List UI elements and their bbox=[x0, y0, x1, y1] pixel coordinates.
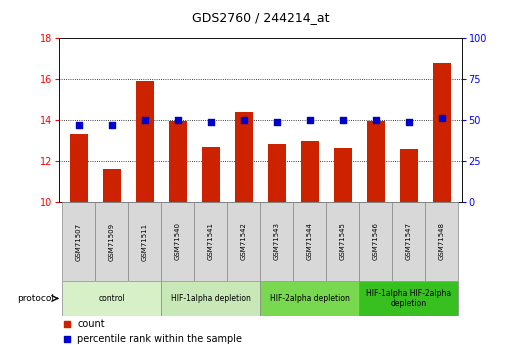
Text: GSM71547: GSM71547 bbox=[406, 223, 412, 260]
Point bbox=[405, 119, 413, 124]
Point bbox=[207, 119, 215, 124]
Bar bbox=[360, 281, 459, 316]
Bar bbox=[268, 145, 286, 202]
Text: GDS2760 / 244214_at: GDS2760 / 244214_at bbox=[191, 11, 329, 24]
Bar bbox=[62, 202, 95, 281]
Point bbox=[438, 116, 446, 121]
Point bbox=[174, 117, 182, 122]
Bar bbox=[360, 202, 392, 281]
Text: GSM71540: GSM71540 bbox=[175, 223, 181, 260]
Text: HIF-1alpha depletion: HIF-1alpha depletion bbox=[171, 294, 251, 303]
Bar bbox=[202, 147, 220, 202]
Text: GSM71511: GSM71511 bbox=[142, 223, 148, 260]
Text: GSM71541: GSM71541 bbox=[208, 223, 214, 260]
Point bbox=[372, 117, 380, 122]
Bar bbox=[62, 281, 161, 316]
Bar bbox=[161, 281, 261, 316]
Text: GSM71544: GSM71544 bbox=[307, 223, 313, 260]
Text: count: count bbox=[77, 319, 105, 329]
Bar bbox=[334, 148, 352, 202]
Text: GSM71545: GSM71545 bbox=[340, 223, 346, 260]
Point bbox=[63, 321, 71, 327]
Point bbox=[306, 117, 314, 122]
Text: GSM71548: GSM71548 bbox=[439, 223, 445, 260]
Text: percentile rank within the sample: percentile rank within the sample bbox=[77, 334, 242, 344]
Bar bbox=[128, 202, 161, 281]
Bar bbox=[161, 202, 194, 281]
Text: GSM71543: GSM71543 bbox=[274, 223, 280, 260]
Text: GSM71542: GSM71542 bbox=[241, 223, 247, 260]
Text: control: control bbox=[98, 294, 125, 303]
Text: HIF-1alpha HIF-2alpha
depletion: HIF-1alpha HIF-2alpha depletion bbox=[366, 289, 451, 308]
Bar bbox=[235, 112, 253, 202]
Point bbox=[75, 122, 83, 128]
Text: GSM71507: GSM71507 bbox=[76, 223, 82, 260]
Bar bbox=[136, 81, 154, 202]
Point bbox=[273, 119, 281, 124]
Bar bbox=[392, 202, 425, 281]
Point bbox=[240, 117, 248, 122]
Bar bbox=[194, 202, 227, 281]
Bar bbox=[70, 134, 88, 202]
Bar bbox=[326, 202, 360, 281]
Bar bbox=[425, 202, 459, 281]
Bar bbox=[261, 281, 360, 316]
Bar bbox=[103, 169, 121, 202]
Bar bbox=[400, 149, 418, 202]
Point bbox=[108, 122, 116, 128]
Bar bbox=[293, 202, 326, 281]
Text: HIF-2alpha depletion: HIF-2alpha depletion bbox=[270, 294, 350, 303]
Bar bbox=[169, 121, 187, 202]
Text: GSM71509: GSM71509 bbox=[109, 223, 115, 260]
Bar bbox=[433, 62, 451, 202]
Bar bbox=[95, 202, 128, 281]
Bar bbox=[261, 202, 293, 281]
Point bbox=[63, 336, 71, 341]
Bar bbox=[301, 141, 319, 202]
Point bbox=[339, 117, 347, 122]
Text: protocol: protocol bbox=[17, 294, 54, 303]
Text: GSM71546: GSM71546 bbox=[373, 223, 379, 260]
Bar bbox=[367, 121, 385, 202]
Point bbox=[141, 117, 149, 122]
Bar bbox=[227, 202, 261, 281]
